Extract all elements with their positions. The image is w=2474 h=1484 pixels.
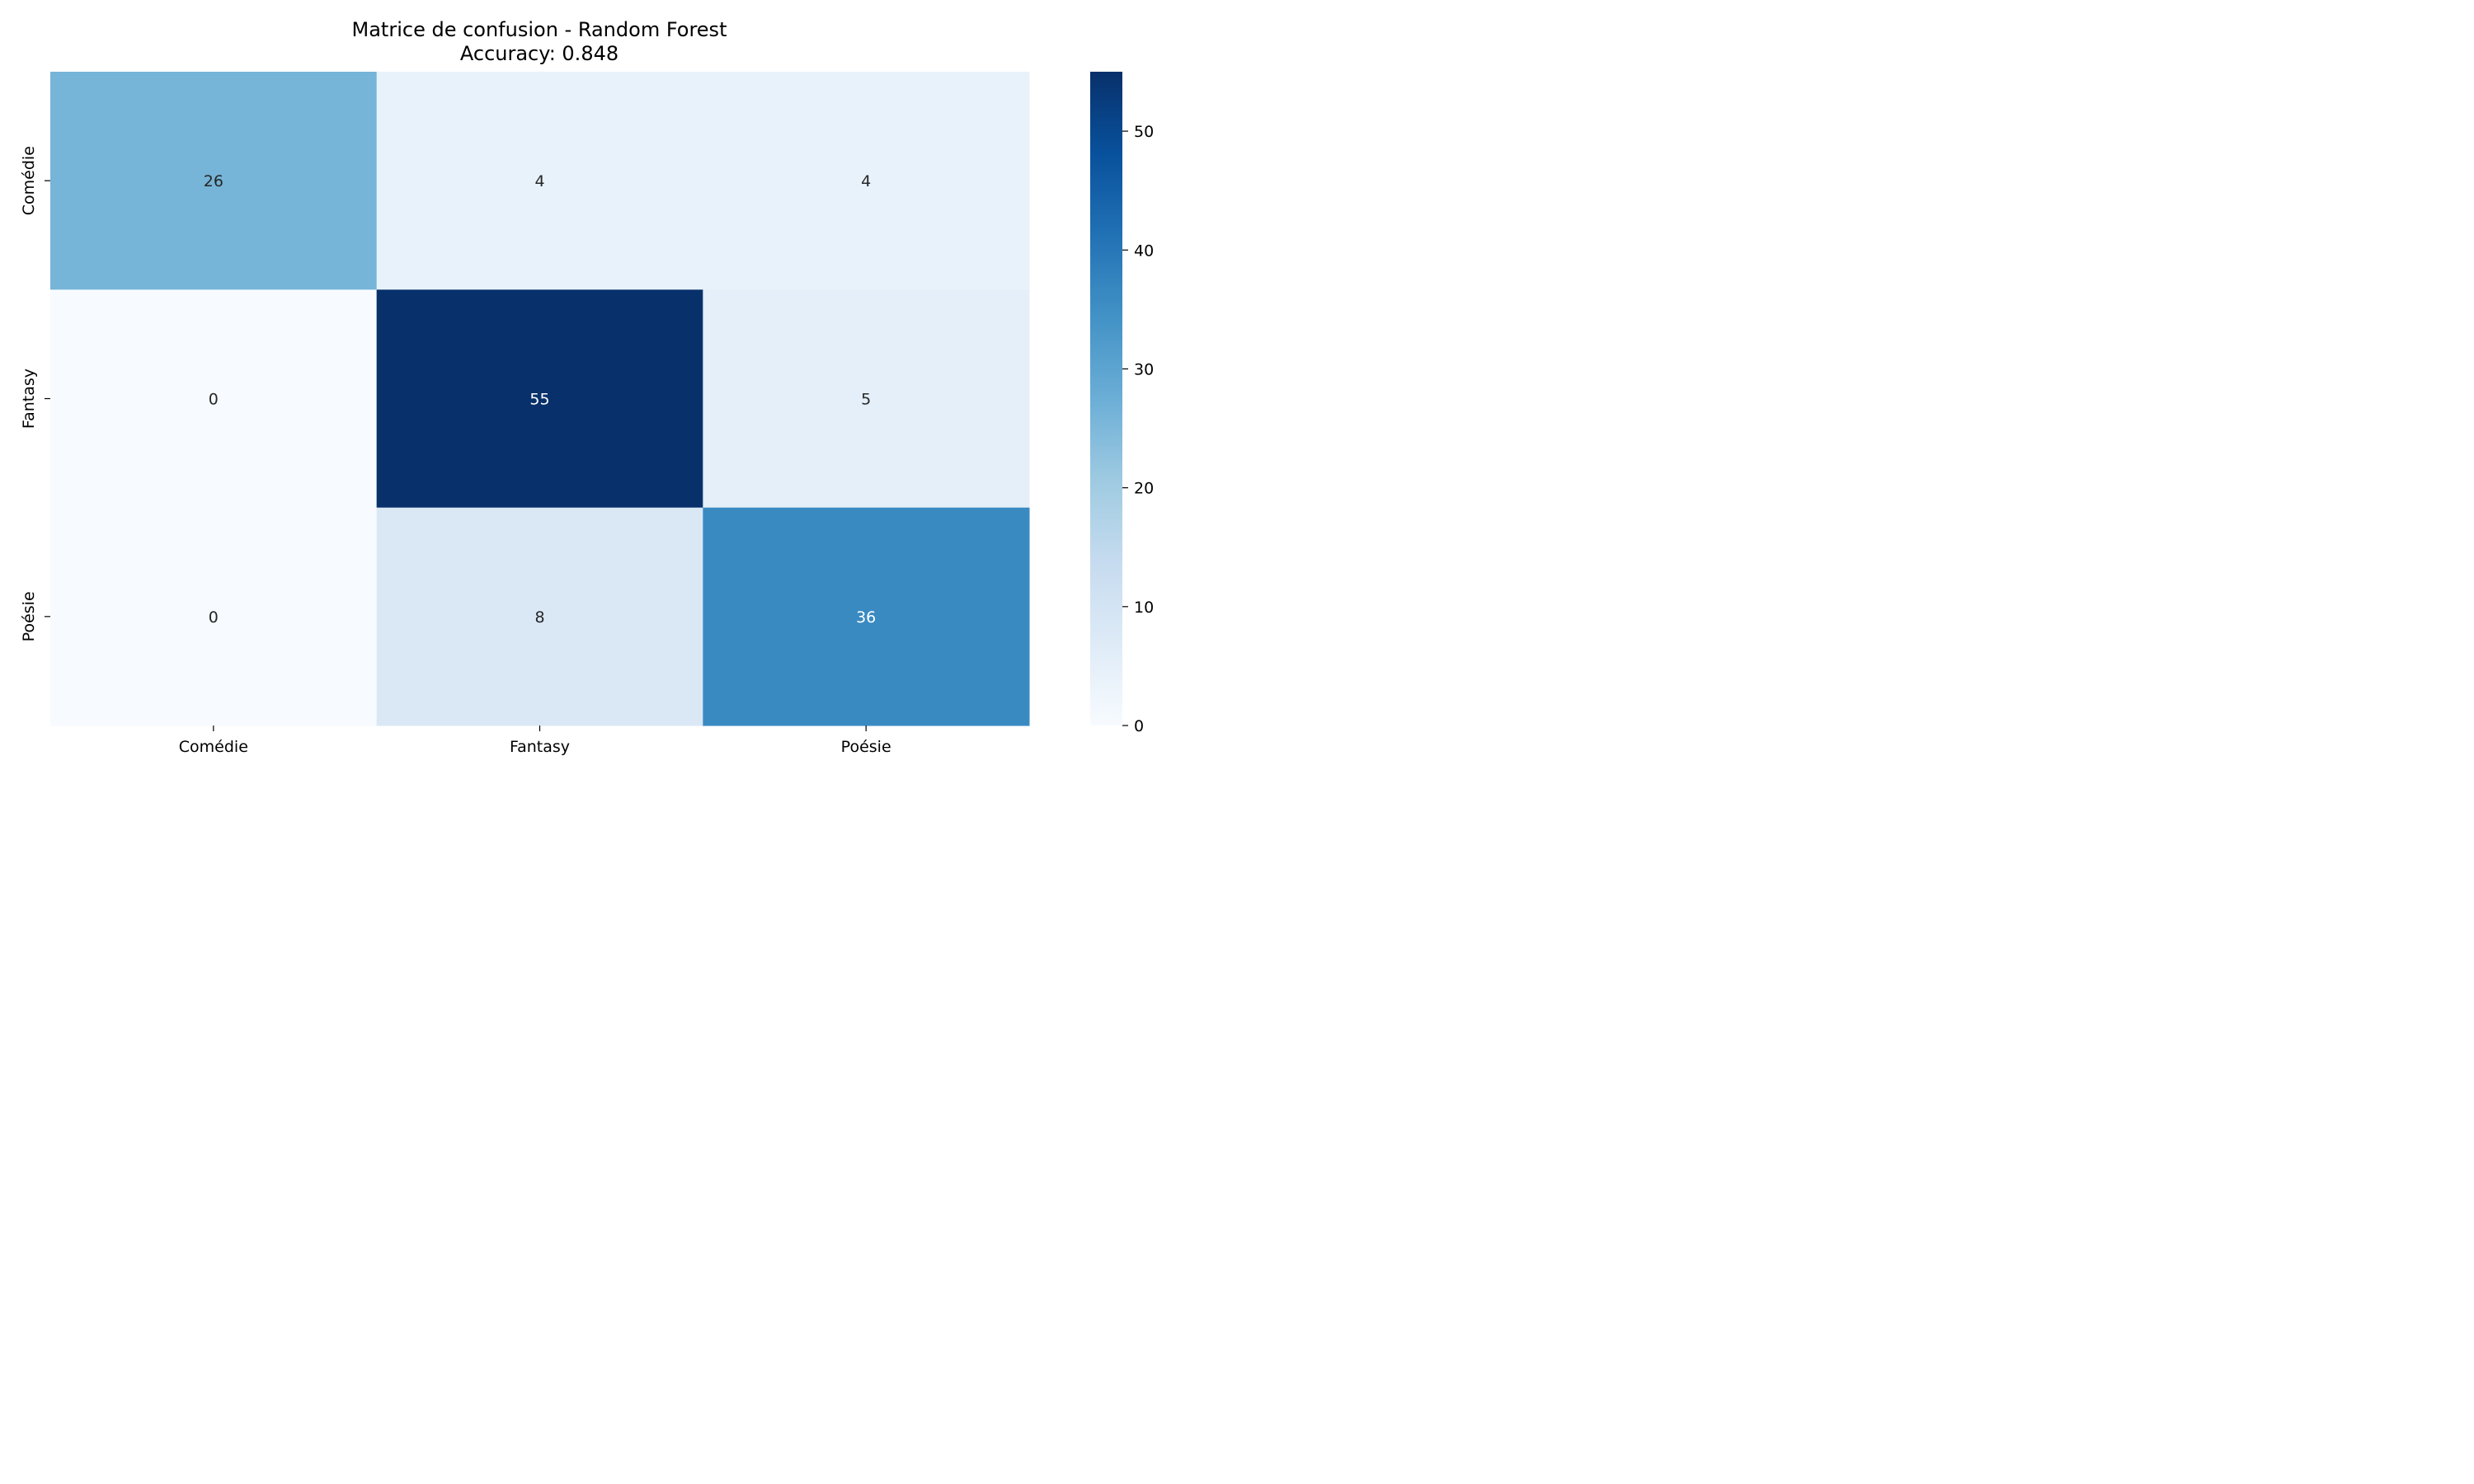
heatmap-cell (376, 72, 703, 290)
colorbar-tick-label: 10 (1134, 599, 1154, 617)
x-axis: Comédie Fantasy Poésie (179, 726, 891, 756)
colorbar-tick-label: 0 (1134, 717, 1144, 735)
cell-value-label: 0 (209, 608, 219, 627)
y-tick-label: Fantasy (20, 369, 38, 429)
heatmap-cell (376, 507, 703, 726)
x-tick-label: Poésie (841, 738, 891, 756)
x-tick-label: Comédie (179, 738, 248, 756)
heatmap-cell (703, 507, 1030, 726)
y-tick-label: Poésie (20, 591, 38, 641)
cell-value-label: 55 (529, 391, 549, 409)
heatmap-cell (50, 72, 378, 290)
cell-value-label: 4 (534, 172, 544, 190)
heatmap-cell (703, 289, 1030, 509)
chart-title-line-1: Matrice de confusion - Random Forest (352, 18, 727, 41)
chart-title-line-2: Accuracy: 0.848 (460, 42, 618, 65)
colorbar-tick-label: 30 (1134, 360, 1154, 378)
y-axis: Comédie Fantasy Poésie (20, 146, 50, 641)
colorbar-tick-label: 50 (1134, 123, 1154, 141)
y-tick-label: Comédie (20, 146, 38, 215)
cell-value-label: 4 (861, 172, 871, 190)
cell-value-label: 36 (856, 608, 876, 627)
heatmap-cell (50, 507, 378, 726)
cell-value-label: 26 (204, 172, 223, 190)
confusion-matrix-chart: Matrice de confusion - Random Forest Acc… (20, 18, 1154, 756)
heatmap-cell (376, 289, 703, 509)
colorbar-tick-label: 20 (1134, 480, 1154, 498)
cell-value-label: 8 (534, 608, 544, 627)
colorbar-gradient (1090, 72, 1122, 726)
colorbar: 0 10 20 30 40 50 (1090, 72, 1154, 735)
cell-value-label: 0 (209, 391, 219, 409)
heatmap-cell (703, 72, 1030, 290)
x-tick-label: Fantasy (510, 738, 570, 756)
heatmap-grid: 26 4 40 55 50 8 36 (50, 72, 1030, 726)
cell-value-label: 5 (861, 391, 871, 409)
colorbar-tick-label: 40 (1134, 242, 1154, 260)
heatmap-cell (50, 289, 378, 509)
